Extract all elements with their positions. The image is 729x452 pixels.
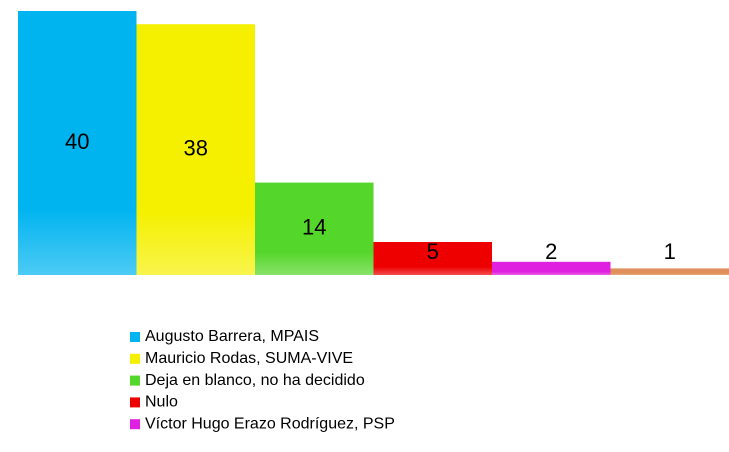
value-label: 14 [302,215,326,240]
legend-label: Víctor Hugo Erazo Rodríguez, PSP [145,415,395,432]
legend-swatch [130,353,140,364]
legend-label: Augusto Barrera, MPAIS [145,328,319,345]
legend-label: Nulo [145,394,178,411]
value-label: 38 [184,135,208,160]
value-label: 2 [545,239,557,264]
legend-swatch [130,397,140,408]
bar [18,11,137,275]
legend-swatch [130,332,140,342]
bar [492,261,611,275]
legend-label: Deja en blanco, no ha decidido [145,372,365,389]
bar [136,24,255,276]
bar [610,268,729,275]
legend-label: Mauricio Rodas, SUMA-VIVE [145,350,353,367]
value-label: 40 [65,129,89,154]
legend-swatch [130,419,140,430]
bar [373,242,492,275]
value-label: 5 [427,239,439,264]
legend-swatch [130,375,140,386]
value-label: 1 [664,239,676,264]
bar [255,182,374,275]
